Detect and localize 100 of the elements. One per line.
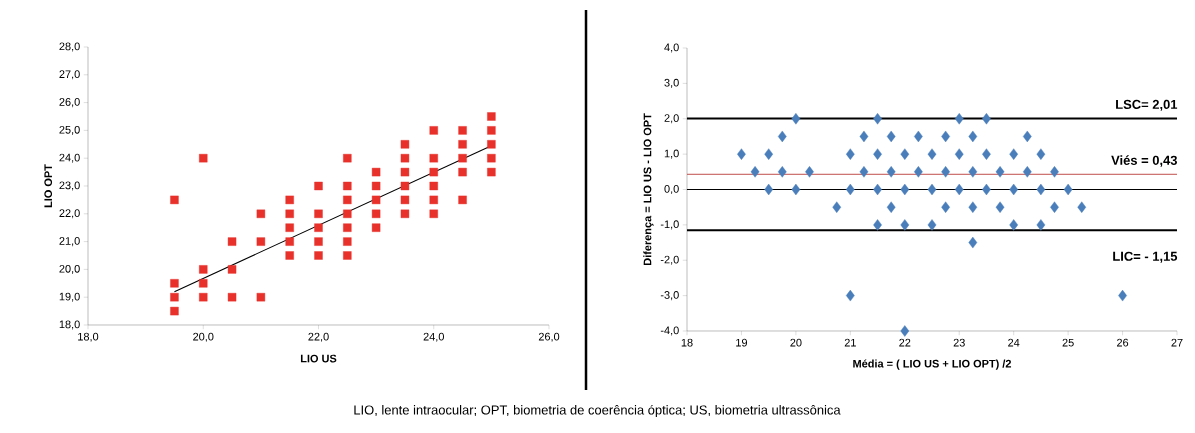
- y-tick-label: 24,0: [59, 153, 80, 163]
- point: [1036, 183, 1046, 196]
- point: [995, 166, 1005, 178]
- x-tick-label: 21: [844, 338, 856, 347]
- point: [982, 148, 991, 160]
- point: [873, 219, 882, 231]
- y-tick-label: 27,0: [59, 70, 80, 80]
- point: [886, 166, 896, 178]
- point: [400, 209, 410, 218]
- text: LIO, lente intraocular; OPT, biometria de coerência óptica; US, biometria ultrassônica: [354, 404, 841, 418]
- y-tick-label: -2,0: [660, 255, 679, 265]
- point: [314, 209, 323, 218]
- point: [285, 251, 294, 260]
- point: [1022, 130, 1032, 143]
- point: [487, 154, 496, 163]
- point: [343, 195, 352, 205]
- y-tick-label: 20,0: [59, 264, 80, 274]
- ref-line-label: LIC= - 1,15: [1113, 251, 1178, 263]
- point: [170, 306, 179, 316]
- point: [256, 209, 266, 218]
- point: [1009, 219, 1018, 231]
- point: [170, 279, 179, 288]
- point: [458, 167, 467, 177]
- point: [777, 166, 787, 178]
- point: [371, 223, 381, 232]
- point: [256, 237, 266, 246]
- point: [873, 148, 882, 160]
- x-tick-label: 18,0: [78, 332, 99, 342]
- x-tick-label: 20: [790, 338, 802, 347]
- point: [1009, 148, 1018, 160]
- x-tick-label: 24: [1008, 338, 1020, 347]
- point: [941, 201, 950, 213]
- point: [429, 181, 438, 191]
- point: [314, 237, 323, 246]
- y-tick-label: 2,0: [664, 114, 679, 124]
- point: [285, 195, 294, 205]
- y-tick-label: 23,0: [59, 181, 80, 191]
- x-tick-label: 25: [1062, 338, 1074, 347]
- point: [900, 183, 910, 196]
- point: [400, 154, 410, 163]
- point: [886, 201, 896, 213]
- point: [777, 130, 787, 143]
- point: [170, 195, 179, 205]
- point: [927, 183, 937, 196]
- point: [859, 130, 869, 143]
- y-tick-label: 25,0: [59, 125, 80, 135]
- point: [371, 167, 381, 177]
- x-tick-label: 22,0: [308, 332, 329, 342]
- point: [487, 126, 496, 135]
- point: [941, 166, 950, 178]
- point: [968, 236, 978, 249]
- point: [487, 167, 496, 177]
- y-tick-label: 26,0: [59, 98, 80, 108]
- x-axis-title: Média = ( LIO US + LIO OPT) /2: [853, 359, 1012, 370]
- point: [285, 237, 294, 246]
- point: [927, 219, 937, 231]
- point: [371, 181, 381, 191]
- ref-line-label: Viés = 0,43: [1111, 155, 1178, 167]
- x-tick-label: 23: [953, 338, 965, 347]
- point: [314, 223, 323, 232]
- point: [750, 166, 760, 178]
- point: [832, 201, 842, 213]
- y-tick-label: -1,0: [660, 220, 679, 230]
- point: [859, 166, 869, 178]
- point: [805, 166, 814, 178]
- point: [458, 140, 467, 149]
- point: [371, 195, 381, 205]
- point: [968, 130, 978, 143]
- point: [429, 154, 438, 163]
- point: [458, 195, 467, 205]
- point: [954, 113, 964, 125]
- point: [846, 148, 855, 160]
- y-axis-title: Diferença = LIO US - LIO OPT: [643, 113, 654, 266]
- y-tick-label: 4,0: [664, 43, 679, 53]
- point: [1022, 166, 1032, 178]
- point: [429, 126, 438, 135]
- point: [737, 148, 746, 160]
- x-tick-label: 26,0: [538, 332, 560, 342]
- y-tick-label: 0,0: [664, 184, 679, 195]
- point: [199, 265, 208, 274]
- point: [285, 223, 294, 232]
- y-tick-label: 1,0: [664, 149, 679, 159]
- point: [400, 195, 410, 205]
- x-tick-label: 24,0: [423, 332, 444, 342]
- point: [314, 181, 323, 191]
- point: [927, 148, 937, 160]
- point: [170, 293, 179, 302]
- ref-line-label: LSC= 2,01: [1116, 99, 1178, 111]
- point: [285, 209, 294, 218]
- point: [1050, 166, 1059, 178]
- point: [1036, 148, 1046, 160]
- y-tick-label: 22,0: [59, 209, 80, 219]
- y-tick-label: 21,0: [59, 237, 80, 247]
- point: [954, 183, 964, 196]
- point: [900, 325, 910, 337]
- y-tick-label: 19,0: [59, 292, 80, 302]
- x-axis-title: LIO US: [300, 354, 337, 363]
- point: [982, 113, 991, 125]
- point: [873, 113, 882, 125]
- point: [343, 154, 352, 163]
